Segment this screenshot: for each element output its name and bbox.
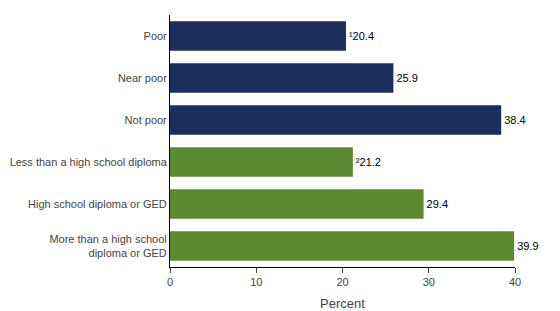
svg-text:High school diploma or GED: High school diploma or GED xyxy=(28,198,167,210)
svg-text:Not poor: Not poor xyxy=(125,114,168,126)
svg-text:²21.2: ²21.2 xyxy=(356,156,381,168)
svg-text:40: 40 xyxy=(509,276,521,288)
svg-text:30: 30 xyxy=(423,276,435,288)
svg-text:Less than a high school diplom: Less than a high school diploma xyxy=(10,156,168,168)
svg-text:25.9: 25.9 xyxy=(396,72,417,84)
svg-text:Poor: Poor xyxy=(144,30,168,42)
svg-text:39.9: 39.9 xyxy=(517,240,538,252)
svg-text:¹20.4: ¹20.4 xyxy=(349,30,374,42)
svg-text:Percent: Percent xyxy=(320,296,365,311)
svg-text:38.4: 38.4 xyxy=(504,114,525,126)
svg-text:0: 0 xyxy=(167,276,173,288)
svg-text:More than a high schooldiploma: More than a high schooldiploma or GED xyxy=(49,233,166,259)
svg-text:Near poor: Near poor xyxy=(118,72,167,84)
svg-text:10: 10 xyxy=(250,276,262,288)
svg-text:20: 20 xyxy=(336,276,348,288)
svg-text:29.4: 29.4 xyxy=(427,198,448,210)
